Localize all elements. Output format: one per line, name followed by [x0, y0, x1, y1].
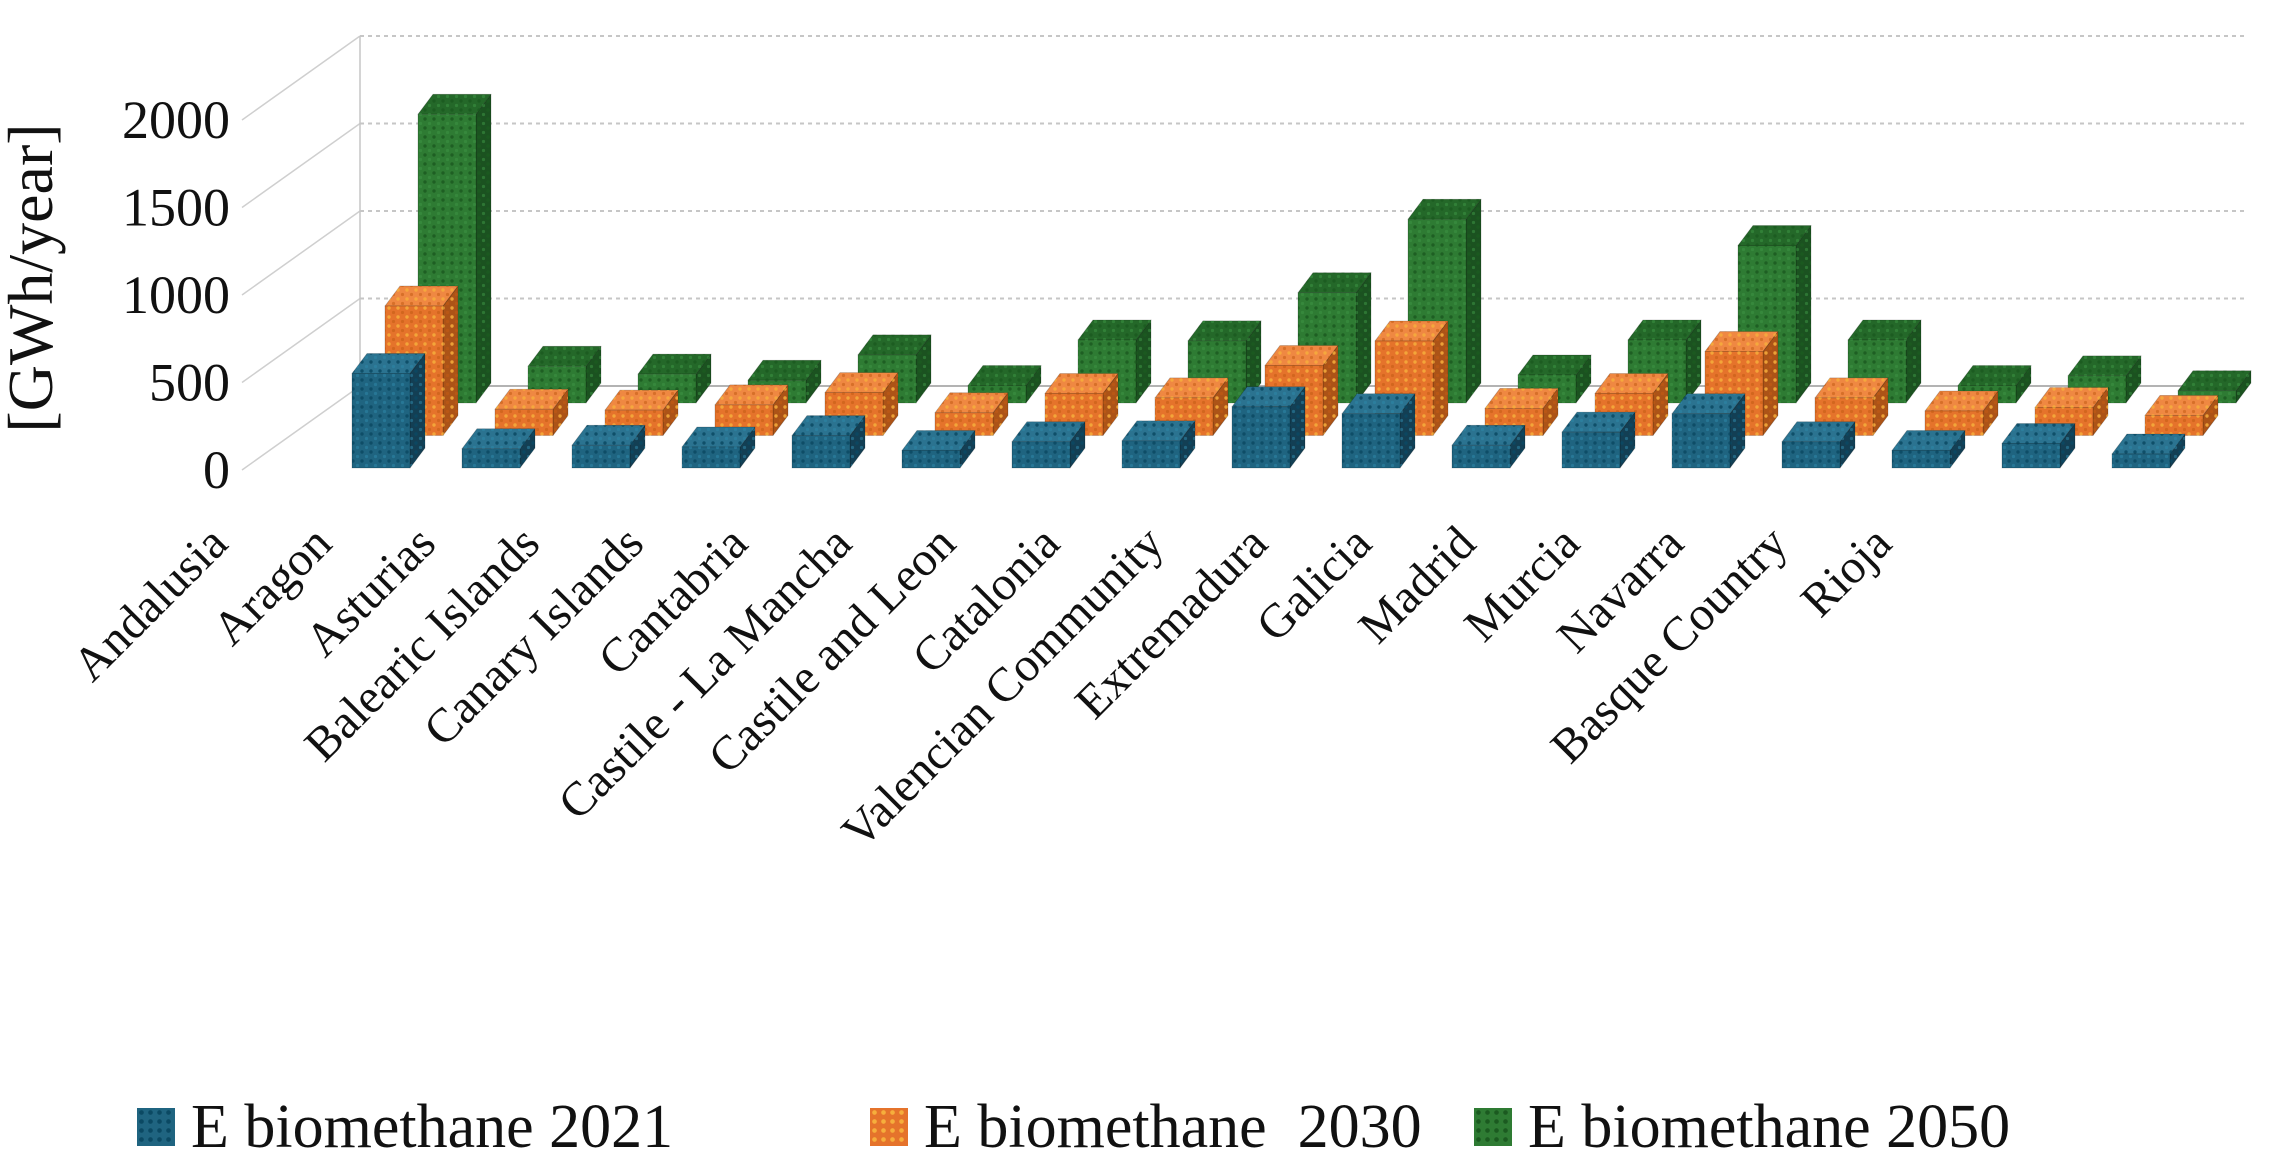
- bar-2030-Aragon: [494, 388, 569, 436]
- bar-2021-Extremadura: [1451, 424, 1526, 469]
- x-category-label: Madrid: [1348, 516, 1485, 653]
- bar-2021-Balearic Islands: [681, 426, 756, 469]
- legend-label-2050: E biomethane 2050: [1528, 1093, 2011, 1161]
- legend-item-2050: E biomethane 2050: [1474, 1096, 2010, 1158]
- legend-label-2030: E biomethane 2030: [924, 1093, 1422, 1161]
- bar-2030-Cantabria: [934, 392, 1009, 436]
- legend-swatch-2021-icon: [137, 1108, 175, 1146]
- bar-2030-Navarra: [1924, 390, 1999, 436]
- bar-2021-Castile - La Mancha: [1011, 421, 1086, 469]
- bar-2021-Aragon: [461, 428, 536, 469]
- legend-item-2030: E biomethane 2030: [870, 1096, 1422, 1158]
- bar-2021-Valencian Community: [1341, 393, 1416, 469]
- x-category-label: Galicia: [1246, 516, 1381, 651]
- y-axis-tick-labels: 0 500 1000 1500 2000: [122, 90, 230, 500]
- bar-2021-Andalusia: [351, 353, 426, 469]
- bar-2021-Cantabria: [901, 430, 976, 469]
- bar-2050-Andalusia: [417, 93, 492, 404]
- bar-2021-Canary Islands: [791, 415, 866, 469]
- x-category-label: Andalusia: [63, 516, 238, 691]
- bar-2021-Madrid: [1671, 393, 1746, 469]
- x-category-label: Rioja: [1791, 516, 1902, 627]
- bar-2050-Aragon: [527, 345, 602, 404]
- bar-2050-Castile and Leon: [1187, 320, 1262, 404]
- bar-2021-Asturias: [571, 424, 646, 469]
- y-tick-label: 500: [149, 353, 230, 413]
- bar-2021-Galicia: [1561, 411, 1636, 469]
- bar-2021-Basque Country: [2001, 423, 2076, 469]
- bar-2030-Rioja: [2144, 394, 2219, 436]
- bar-2021-Catalonia: [1231, 386, 1306, 469]
- y-tick-label: 0: [203, 440, 230, 500]
- y-tick-label: 1500: [122, 178, 230, 238]
- bar-2021-Rioja: [2111, 433, 2186, 469]
- legend-swatch-2050-icon: [1474, 1108, 1512, 1146]
- legend-item-2021: E biomethane 2021: [137, 1096, 673, 1158]
- bar-2021-Murcia: [1781, 421, 1856, 469]
- y-axis-title: [GWh/year]: [0, 123, 66, 432]
- bar-2021-Navarra: [1891, 430, 1966, 469]
- y-tick-label: 2000: [122, 90, 230, 150]
- bar-2021-Castile and Leon: [1121, 420, 1196, 469]
- legend-swatch-2030-icon: [870, 1108, 908, 1146]
- bar-2050-Asturias: [637, 353, 712, 404]
- y-tick-label: 1000: [122, 265, 230, 325]
- bars: [351, 93, 2252, 469]
- legend-label-2021: E biomethane 2021: [191, 1093, 674, 1161]
